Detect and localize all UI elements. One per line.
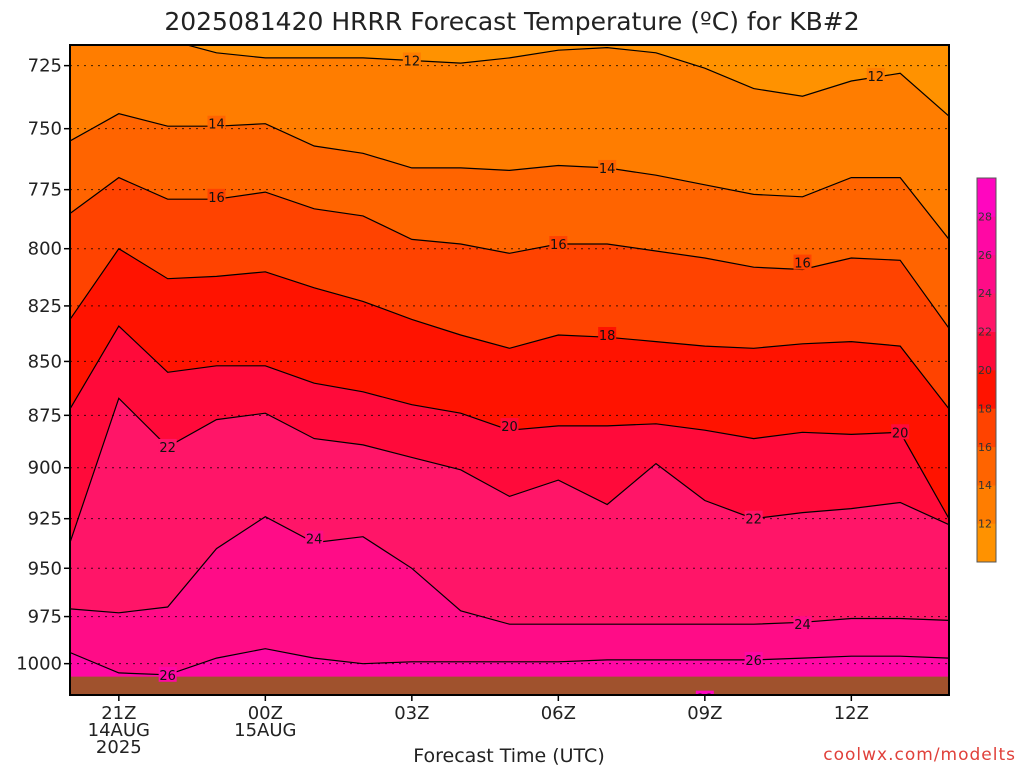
y-axis: 725 750 775 800 825 850 875 900 925 950 975 1000	[16, 56, 70, 675]
y-tick-label-800: 800	[28, 239, 62, 260]
contour-label-bg	[207, 188, 226, 204]
contour-label-bg	[598, 326, 617, 342]
colorbar-legend: 12 14 16 18 20 22 24 26 28	[976, 177, 997, 563]
colorbar-swatch	[977, 408, 996, 448]
contour-label-24: 24	[306, 533, 323, 548]
contour-label-bg	[866, 67, 885, 83]
y-tick-label-900: 900	[28, 458, 62, 479]
contour-label-bg	[402, 52, 421, 68]
x-tick-label: 15AUG	[234, 720, 296, 741]
colorbar-tick-18: 18	[978, 402, 992, 415]
contour-label-14: 14	[208, 118, 225, 133]
colorbar-swatch	[977, 446, 996, 486]
contour-label-16: 16	[208, 191, 225, 206]
x-tick-label: 00Z	[248, 703, 283, 724]
x-axis-label: Forecast Time (UTC)	[413, 745, 604, 767]
plot-area: 12 12 14 14 16 16 16 18 20 20 22 22 24 24 26 26 28	[70, 45, 949, 708]
colorbar-swatch	[977, 178, 996, 217]
colorbar-tick-20: 20	[978, 364, 992, 377]
x-tick-label: 12Z	[834, 703, 869, 724]
contour-label-18: 18	[599, 329, 616, 344]
contour-label-bg	[305, 530, 324, 546]
contour-label-bg	[793, 254, 812, 270]
colorbar-tick-12: 12	[978, 518, 992, 531]
y-tick-label-825: 825	[28, 296, 62, 317]
colorbar-swatch	[977, 331, 996, 371]
isotherm-26	[70, 648, 949, 676]
contour-label-bg	[207, 115, 226, 131]
y-tick-label-725: 725	[28, 56, 62, 77]
contour-label-22: 22	[745, 513, 762, 528]
colorbar-tick-24: 24	[978, 287, 992, 300]
contour-label-bg	[158, 666, 177, 682]
colorbar-tick-26: 26	[978, 249, 992, 262]
contour-label-28: 28	[697, 693, 714, 708]
contour-label-26: 26	[159, 669, 176, 684]
contour-label-16: 16	[794, 257, 811, 272]
credit-link[interactable]: coolwx.com/modelts	[823, 745, 1016, 765]
x-tick-label: 21Z	[101, 703, 136, 724]
colorbar-swatch	[977, 254, 996, 294]
colorbar-tick-14: 14	[978, 479, 992, 492]
colorbar-tick-22: 22	[978, 326, 992, 339]
colorbar-tick-28: 28	[978, 210, 992, 223]
contour-label-22: 22	[159, 441, 176, 456]
colorbar-swatch	[977, 485, 996, 524]
contour-label-bg	[793, 616, 812, 632]
isotherm-28	[835, 694, 917, 695]
colorbar-tick-16: 16	[978, 441, 992, 454]
x-tick-label: 2025	[96, 737, 142, 758]
contour-label-14: 14	[599, 162, 616, 177]
x-tick-label: 09Z	[687, 703, 722, 724]
temperature-band-29	[843, 694, 909, 695]
contour-label-bg	[695, 690, 714, 695]
contour-label-bg	[598, 159, 617, 175]
y-tick-label-775: 775	[28, 180, 62, 201]
contour-label-16: 16	[550, 238, 567, 253]
y-tick-label-925: 925	[28, 509, 62, 530]
y-tick-label-875: 875	[28, 405, 62, 426]
x-tick-label: 06Z	[541, 703, 576, 724]
y-tick-label-975: 975	[28, 607, 62, 628]
plot-frame	[69, 44, 950, 696]
colorbar-swatch	[977, 523, 996, 563]
contour-label-24: 24	[794, 618, 811, 633]
contour-label-bg	[500, 417, 519, 433]
contour-label-20: 20	[892, 426, 909, 441]
colorbar-frame	[976, 177, 997, 563]
x-tick-label: 03Z	[394, 703, 429, 724]
y-tick-label-850: 850	[28, 351, 62, 372]
y-tick-label-950: 950	[28, 558, 62, 579]
colorbar-swatch	[977, 216, 996, 256]
contour-label-12: 12	[867, 70, 884, 85]
colorbar-swatch	[977, 293, 996, 332]
chart-title: 2025081420 HRRR Forecast Temperature (ºC…	[164, 7, 859, 36]
contour-label-20: 20	[501, 420, 518, 435]
ground-surface	[70, 676, 949, 695]
y-tick-label-1000: 1000	[16, 654, 62, 675]
colorbar-swatch	[977, 370, 996, 409]
x-tick-label: 14AUG	[88, 720, 150, 741]
contour-label-26: 26	[745, 654, 762, 669]
contour-label-bg	[549, 236, 568, 252]
isotherm-18	[70, 247, 949, 410]
isotherm-12	[184, 45, 949, 117]
contour-label-12: 12	[404, 54, 421, 69]
contour-label-bg	[744, 510, 763, 526]
contour-label-bg	[158, 438, 177, 454]
y-tick-label-750: 750	[28, 119, 62, 140]
contour-label-bg	[744, 651, 763, 667]
isotherm-22	[70, 397, 949, 543]
contour-label-bg	[891, 424, 910, 440]
